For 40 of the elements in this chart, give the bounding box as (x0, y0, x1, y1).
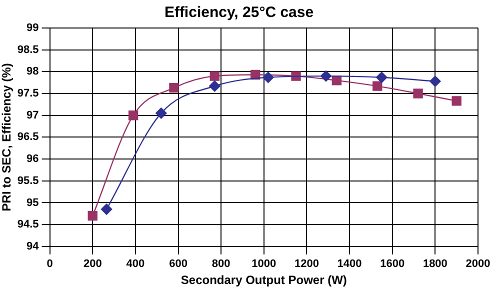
x-tick-label: 1800 (422, 258, 448, 270)
point (100, 204, 112, 215)
y-tick-label: 97 (26, 109, 39, 122)
y-tick-label: 95 (26, 196, 39, 209)
y-tick-label: 96 (26, 153, 39, 166)
y-tick-label: 99 (26, 22, 39, 34)
y-axis-title: PRI to SEC, Efficiency (%) (0, 63, 14, 212)
y-tick-label: 94.5 (17, 218, 39, 231)
point (209, 80, 220, 92)
x-tick-label: 400 (126, 258, 145, 270)
y-tick-label: 97.5 (17, 88, 39, 100)
point (210, 71, 220, 81)
point (156, 108, 167, 119)
y-tick-label: 98 (26, 66, 39, 78)
x-tick-label: 200 (83, 258, 102, 270)
point (169, 83, 179, 93)
x-tick-label: 1200 (294, 258, 319, 270)
point (320, 70, 332, 82)
point (413, 88, 423, 98)
x-tick-label: 1000 (252, 258, 276, 270)
x-tick-label: 1400 (337, 258, 362, 270)
x-tick-label: 600 (169, 258, 188, 270)
y-tick-label: 94 (26, 240, 40, 252)
point (88, 210, 98, 221)
x-tick-label: 2000 (466, 258, 490, 270)
y-tick-label: 95.5 (17, 174, 39, 187)
point (430, 76, 441, 87)
point (452, 96, 462, 106)
chart-title: Efficiency, 25°C case (164, 4, 314, 22)
point (128, 110, 138, 120)
point (372, 81, 382, 91)
point (262, 72, 274, 83)
y-tick-label: 98.5 (17, 44, 39, 56)
point (332, 76, 342, 86)
point (376, 72, 388, 83)
x-axis-title: Secondary Output Power (W) (180, 273, 347, 288)
x-tick-label: 800 (212, 258, 230, 270)
y-tick-label: 96.5 (17, 131, 39, 144)
x-tick-label: 1600 (380, 258, 405, 270)
x-tick-label: 0 (46, 258, 53, 270)
